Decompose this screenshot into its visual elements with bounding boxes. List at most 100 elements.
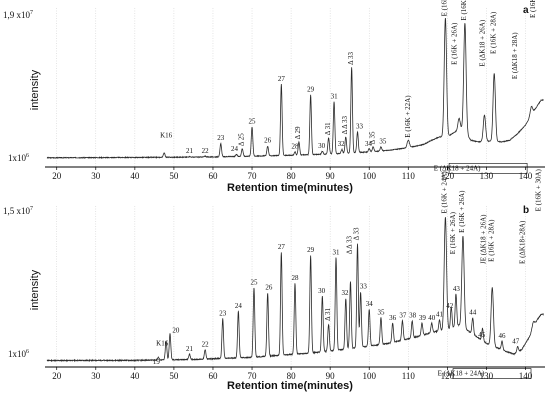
peak-label: 22	[202, 147, 210, 155]
x-tick-label: 70	[248, 371, 258, 381]
peak-label: JE (ΔK18 + 26A)	[480, 214, 488, 264]
x-tick-label: 140	[519, 171, 533, 181]
peak-label: 32	[342, 289, 350, 297]
peak-label: 30	[318, 142, 326, 150]
peak-label: 30	[318, 287, 326, 295]
peak-label: E (ΔK18 + 24A)	[434, 164, 481, 172]
peak-label: 47	[512, 337, 520, 345]
gridlines-b	[56, 206, 526, 367]
peak-label: 41	[436, 311, 444, 319]
peak-label: 40	[428, 314, 436, 322]
peak-label: E (16K + 28A)	[489, 11, 497, 54]
peak-label: 23	[219, 309, 227, 317]
x-tick-label: 90	[326, 371, 336, 381]
peak-label: 36	[389, 314, 397, 322]
peak-label: 45	[478, 331, 486, 339]
peak-label: 35	[377, 308, 385, 316]
x-tick-label: 80	[287, 171, 297, 181]
peak-label: 24	[231, 145, 239, 153]
peak-label: 33	[356, 123, 364, 131]
peak-label: K16	[156, 340, 169, 348]
peak-labels-a: K16 21 22 23 24Δ 25 25 26 27 28 Δ 29 29 30 Δ 31 31 32 Δ…	[160, 0, 537, 174]
x-ticks-a: 20 30 40 50 60 70 80 90 100 110 120 130 140	[52, 167, 533, 181]
y-axis-label-a: intensity	[29, 69, 41, 110]
peak-label: 29	[307, 86, 315, 94]
peak-label: E (ΔK18 + 26A)	[478, 19, 486, 66]
peak-label: Δ 33	[353, 227, 361, 240]
peak-label: 27	[278, 243, 286, 251]
x-tick-label: 100	[362, 171, 376, 181]
y-axis-label-b: intensity	[29, 269, 41, 310]
peak-label: 20	[172, 327, 180, 335]
peak-label: E (16K + 22A)	[404, 95, 412, 138]
peak-label: E (16K + 24A)	[441, 171, 449, 214]
x-tick-label: 50	[169, 171, 179, 181]
peak-label: E (16K + 28A)	[487, 219, 495, 262]
peak-label: 23	[217, 134, 225, 142]
x-tick-label: 30	[91, 371, 101, 381]
peak-label: E (16K + 30A)	[534, 168, 542, 211]
peak-label: Δ 25	[237, 133, 245, 146]
peak-label: 31	[331, 92, 339, 100]
peak-label: E (ΔK18 + 28A)	[511, 32, 519, 79]
y-bottom-tick-a: 1x106	[8, 153, 29, 163]
peak-label: 21	[186, 345, 194, 353]
peak-label: 24	[235, 302, 243, 310]
panel-letter-a: a	[523, 5, 529, 16]
x-tick-label: 130	[480, 171, 494, 181]
y-bottom-tick-b: 1x106	[8, 349, 29, 359]
callout-box	[448, 163, 528, 174]
x-tick-label: 80	[287, 371, 297, 381]
peak-label: 39	[419, 314, 427, 322]
peak-label: Δ 31	[324, 307, 332, 320]
x-tick-label: 130	[480, 371, 494, 381]
x-tick-label: 110	[402, 371, 416, 381]
peak-label: Δ Δ 33	[341, 116, 349, 135]
peak-label: Δ 31	[324, 122, 332, 135]
peak-label: 26	[264, 137, 272, 145]
peak-label: 46	[499, 332, 507, 340]
y-top-tick-a: 1,9 x107	[3, 10, 33, 20]
peak-label: 28	[292, 274, 300, 282]
peak-label: 31	[333, 248, 341, 256]
peak-label: 19	[153, 358, 161, 366]
peak-label: E (16K + 26A)	[450, 22, 458, 65]
peak-label: E (16K + 24A)	[441, 0, 449, 16]
peak-label: 28	[292, 143, 300, 151]
x-ticks-b: 20 30 40 50 60 70 80 90 100 110 120 130 140	[52, 367, 533, 381]
peak-label: 32	[338, 140, 346, 148]
x-axis-title-b: Retention time(minutes)	[227, 380, 353, 392]
x-tick-label: 40	[130, 171, 140, 181]
peak-label: 25	[250, 278, 258, 286]
peak-label: 37	[399, 312, 407, 320]
x-tick-label: 70	[248, 171, 258, 181]
x-tick-label: 60	[208, 171, 218, 181]
trace-line-b	[46, 217, 544, 363]
panel-letter-b: b	[523, 205, 529, 216]
peak-label: Δ 33	[347, 52, 355, 65]
x-tick-label: 60	[208, 371, 218, 381]
x-tick-label: 120	[441, 371, 455, 381]
x-tick-label: 50	[169, 371, 179, 381]
peak-label: E (16K + 26A)	[460, 0, 468, 21]
x-tick-label: 30	[91, 171, 101, 181]
peak-label: E (ΔK18 + 24A)	[438, 370, 485, 378]
peak-label: 42	[446, 302, 454, 310]
peak-label: 29	[307, 246, 315, 254]
peak-label: E (16K + 26A)	[458, 190, 466, 233]
peak-label: 35	[379, 138, 387, 146]
peak-label: 34	[365, 140, 373, 148]
peak-label: 43	[453, 285, 461, 293]
x-tick-label: 140	[519, 371, 533, 381]
x-tick-label: 20	[52, 171, 62, 181]
x-tick-label: 100	[362, 371, 376, 381]
callout-box	[452, 368, 532, 379]
peak-label: K16	[160, 132, 173, 140]
y-top-tick-b: 1,5 x107	[3, 206, 33, 216]
chromatogram-panel-a: a 1,9 x107 1x106 intensity 20 30 40 50 60 70 8…	[3, 0, 545, 194]
peak-label: 22	[202, 341, 210, 349]
peak-label: 25	[249, 117, 257, 125]
peak-label: 27	[278, 75, 286, 83]
